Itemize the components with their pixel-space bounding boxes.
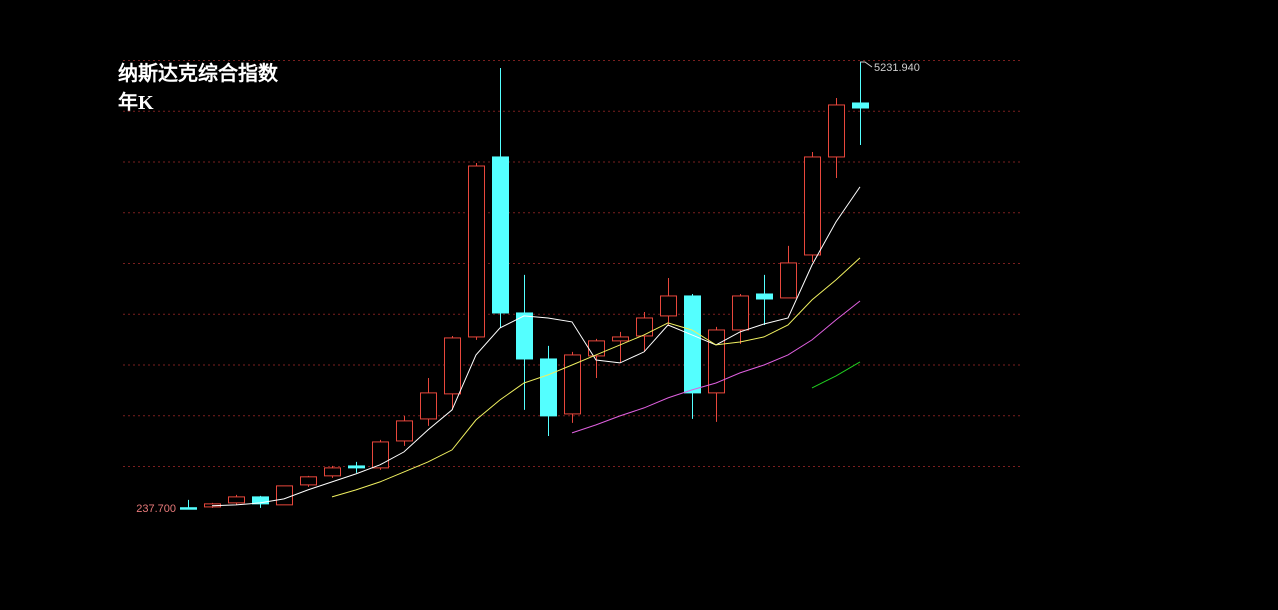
max-pointer (860, 61, 873, 68)
candle-body (660, 295, 677, 317)
moving-average-line (571, 300, 861, 434)
chart-subtitle: 年K (118, 90, 154, 114)
max-label: 5231.940 (874, 62, 920, 74)
moving-average-line (811, 361, 861, 389)
candle-body (468, 165, 485, 338)
candle-body (444, 337, 461, 395)
candle-body (540, 358, 557, 417)
candle-body (612, 336, 629, 342)
candle-body (684, 295, 701, 394)
candle-body (756, 293, 773, 300)
candle-body (708, 329, 725, 394)
chart-title: 纳斯达克综合指数 (118, 61, 279, 85)
candle-body (492, 156, 509, 314)
candle-body (828, 104, 845, 158)
candle-body (228, 496, 245, 504)
candle-body (180, 507, 197, 510)
candle-body (636, 317, 653, 337)
candle-body (852, 102, 869, 109)
candle-body (420, 392, 437, 420)
candle-body (348, 465, 365, 469)
candle-body (564, 354, 581, 415)
candle-body (324, 467, 341, 477)
candle-body (588, 340, 605, 357)
candle-body (804, 156, 821, 256)
moving-average-line (331, 257, 861, 498)
moving-average-line (211, 186, 861, 507)
candle-body (732, 295, 749, 331)
min-label: 237.700 (136, 503, 176, 515)
candle-body (300, 476, 317, 486)
candle-body (372, 441, 389, 469)
candle-body (276, 485, 293, 506)
candle-body (396, 420, 413, 442)
candle-body (252, 496, 269, 505)
candle-body (780, 262, 797, 299)
candle-body (516, 312, 533, 360)
